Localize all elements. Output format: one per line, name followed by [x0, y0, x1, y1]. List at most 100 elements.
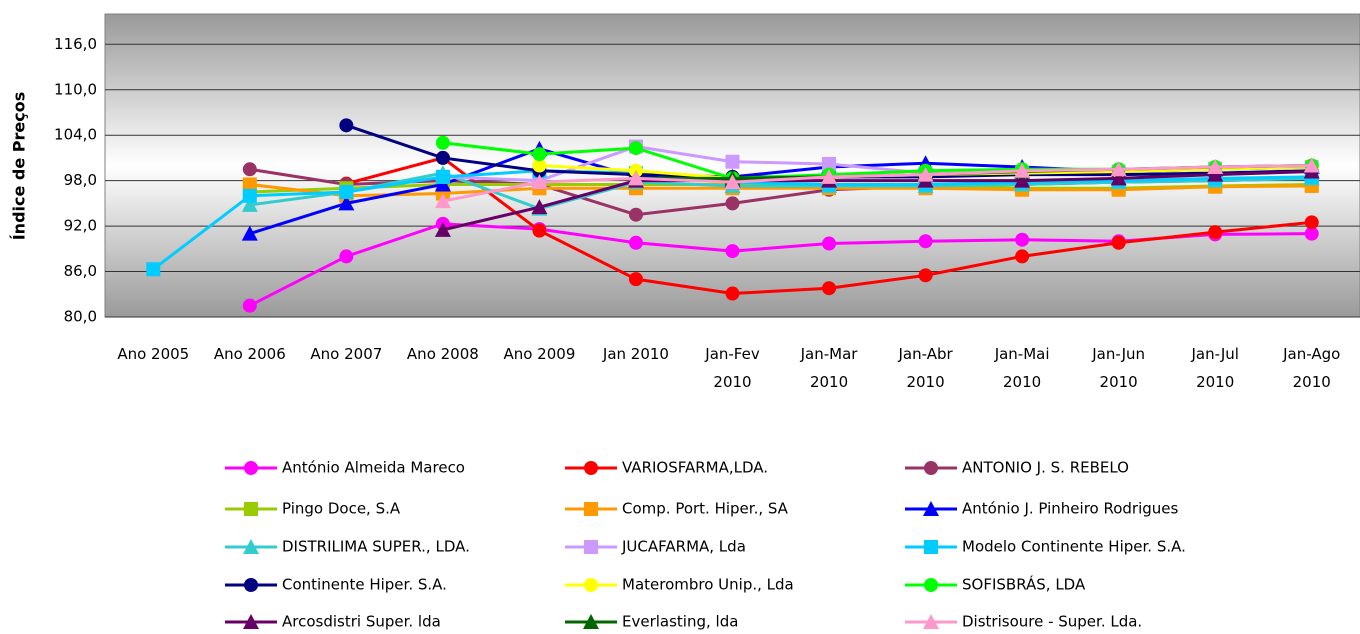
marker — [1304, 226, 1319, 241]
marker — [434, 193, 451, 209]
y-tick-label: 80,0 — [64, 308, 97, 326]
legend-item: Continente Hiper. S.A. — [225, 576, 447, 594]
legend-label: SOFISBRÁS, LDA — [962, 575, 1086, 594]
marker — [532, 223, 547, 238]
marker — [1207, 159, 1224, 175]
legend-label: Modelo Continente Hiper. S.A. — [962, 538, 1186, 556]
legend-item: ANTONIO J. S. REBELO — [905, 459, 1129, 477]
x-tick-label: Jan 2010 — [602, 345, 669, 363]
legend-label: António Almeida Mareco — [282, 459, 465, 477]
marker — [339, 118, 354, 133]
marker — [584, 502, 598, 516]
marker — [531, 199, 548, 215]
y-tick-label: 110,0 — [54, 80, 97, 98]
legend-item: Distrisoure - Super. Lda. — [905, 613, 1142, 631]
marker — [1207, 166, 1224, 182]
marker — [531, 174, 548, 190]
series-line — [442, 164, 1312, 203]
legend-label: Materombro Unip., Lda — [622, 576, 794, 594]
marker — [241, 196, 258, 212]
legend-item: VARIOSFARMA,LDA. — [565, 459, 768, 477]
legend-item: DISTRILIMA SUPER., LDA. — [225, 538, 470, 556]
marker — [435, 135, 450, 150]
x-tick-label: Ano 2008 — [406, 345, 479, 363]
marker — [822, 156, 837, 171]
x-tick-label: Jan-Jun 2010 — [1092, 345, 1146, 391]
marker — [923, 614, 939, 629]
marker — [1015, 249, 1030, 264]
legend-item: SOFISBRÁS, LDA — [905, 575, 1086, 594]
marker — [1111, 235, 1126, 250]
x-tick-label: Ano 2007 — [310, 345, 383, 363]
x-tick-label: Jan-Jul 2010 — [1191, 345, 1239, 391]
marker — [924, 578, 938, 592]
marker — [924, 461, 938, 475]
marker — [584, 578, 598, 592]
marker — [338, 195, 355, 211]
marker — [1208, 225, 1223, 240]
legend-label: António J. Pinheiro Rodrigues — [962, 500, 1179, 518]
legend-label: VARIOSFARMA,LDA. — [622, 459, 768, 477]
marker — [435, 169, 450, 184]
x-tick-label: Jan-Abr 2010 — [898, 345, 953, 391]
x-tick-label: Ano 2005 — [117, 345, 190, 363]
legend-item: António Almeida Mareco — [225, 459, 465, 477]
marker — [917, 166, 934, 182]
y-tick-label: 98,0 — [64, 171, 97, 189]
marker — [339, 249, 354, 264]
marker — [724, 174, 741, 190]
marker — [242, 177, 257, 192]
marker — [243, 614, 259, 629]
marker — [628, 272, 643, 287]
marker — [242, 162, 257, 177]
marker — [244, 578, 258, 592]
marker — [923, 501, 939, 516]
marker — [924, 540, 938, 554]
legend-label: Arcosdistri Super. lda — [282, 613, 441, 631]
marker — [822, 281, 837, 296]
legend-label: ANTONIO J. S. REBELO — [962, 459, 1129, 477]
legend-item: António J. Pinheiro Rodrigues — [905, 500, 1179, 518]
marker — [244, 502, 258, 516]
marker — [822, 236, 837, 251]
marker — [584, 540, 598, 554]
legend-label: Pingo Doce, S.A — [282, 500, 401, 518]
marker — [242, 298, 257, 313]
series-line — [249, 182, 1312, 198]
marker — [628, 141, 643, 156]
marker — [821, 168, 838, 184]
marker — [242, 188, 257, 203]
y-tick-label: 86,0 — [64, 262, 97, 280]
marker — [1304, 215, 1319, 230]
marker — [434, 221, 451, 237]
marker — [628, 207, 643, 222]
marker — [583, 614, 599, 629]
marker — [339, 185, 354, 200]
legend-label: Continente Hiper. S.A. — [282, 576, 447, 594]
x-tick-label: Jan-Ago 2010 — [1283, 345, 1341, 391]
marker — [627, 170, 644, 186]
y-axis-title: Índice de Preços — [10, 92, 29, 241]
legend-label: Distrisoure - Super. Lda. — [962, 613, 1142, 631]
legend-label: Comp. Port. Hiper., SA — [622, 500, 789, 518]
marker — [1303, 157, 1320, 173]
y-tick-label: 116,0 — [54, 35, 97, 53]
series-line — [442, 170, 1312, 232]
marker — [435, 150, 450, 165]
marker — [918, 234, 933, 249]
marker — [243, 539, 259, 554]
marker — [532, 158, 547, 173]
marker — [918, 268, 933, 283]
marker — [532, 147, 547, 162]
marker — [1014, 162, 1031, 178]
marker — [725, 244, 740, 259]
legend-item: Modelo Continente Hiper. S.A. — [905, 538, 1186, 556]
x-tick-label: Ano 2009 — [503, 345, 576, 363]
marker — [584, 461, 598, 475]
legend-item: Comp. Port. Hiper., SA — [565, 500, 789, 518]
marker — [244, 461, 258, 475]
legend-item: JUCAFARMA, Lda — [565, 538, 746, 556]
legend-item: Materombro Unip., Lda — [565, 576, 794, 594]
